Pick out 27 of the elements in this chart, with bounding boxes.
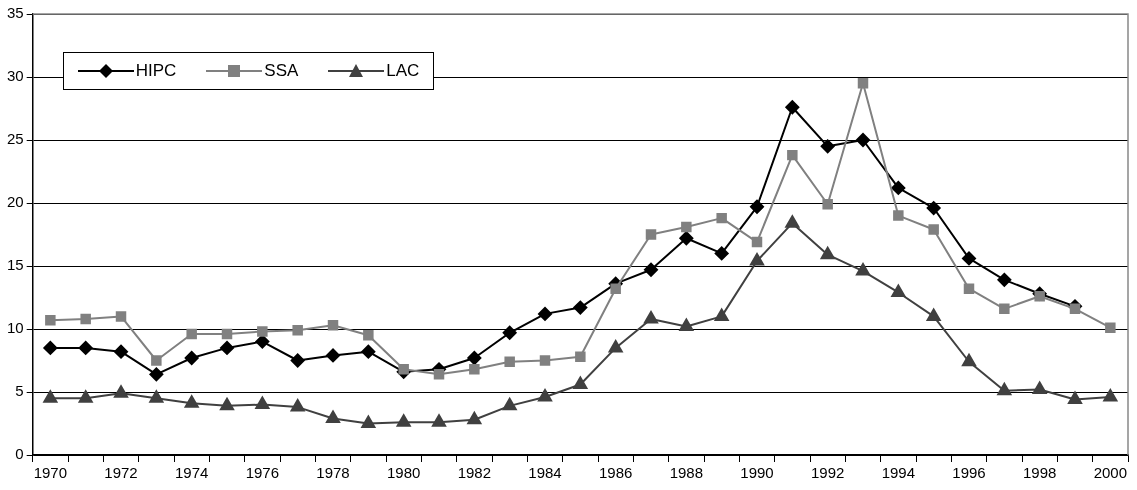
x-tick-label: 1988	[669, 464, 704, 482]
x-tick-label: 1986	[598, 464, 633, 482]
legend-label: LAC	[386, 61, 420, 81]
y-tick-label: 30	[7, 67, 24, 85]
y-tick-label: 25	[7, 130, 24, 148]
y-tick-label: 5	[15, 382, 24, 400]
y-tick-label: 35	[7, 4, 24, 22]
x-tick-label: 1982	[457, 464, 492, 482]
x-tick-label: 1976	[245, 464, 280, 482]
x-tick-label: 2000	[1093, 464, 1128, 482]
y-tick-label: 10	[7, 319, 24, 337]
y-tick-label: 20	[7, 193, 24, 211]
x-tick-label: 1972	[104, 464, 138, 482]
y-tick-label: 15	[7, 256, 24, 274]
x-tick-label: 1984	[528, 464, 562, 482]
x-tick-label: 1974	[174, 464, 209, 482]
x-tick-label: 1992	[810, 464, 845, 482]
legend-label: SSA	[264, 61, 299, 81]
x-tick-label: 1980	[386, 464, 421, 482]
x-tick-label: 1996	[952, 464, 986, 482]
x-tick-label: 1990	[740, 464, 774, 482]
x-tick-label: 1970	[33, 464, 68, 482]
x-tick-label: 1994	[881, 464, 916, 482]
legend-label: HIPC	[135, 61, 177, 81]
x-tick-label: 1978	[316, 464, 350, 482]
y-tick-label: 0	[15, 445, 24, 463]
x-tick-label: 1998	[1022, 464, 1057, 482]
